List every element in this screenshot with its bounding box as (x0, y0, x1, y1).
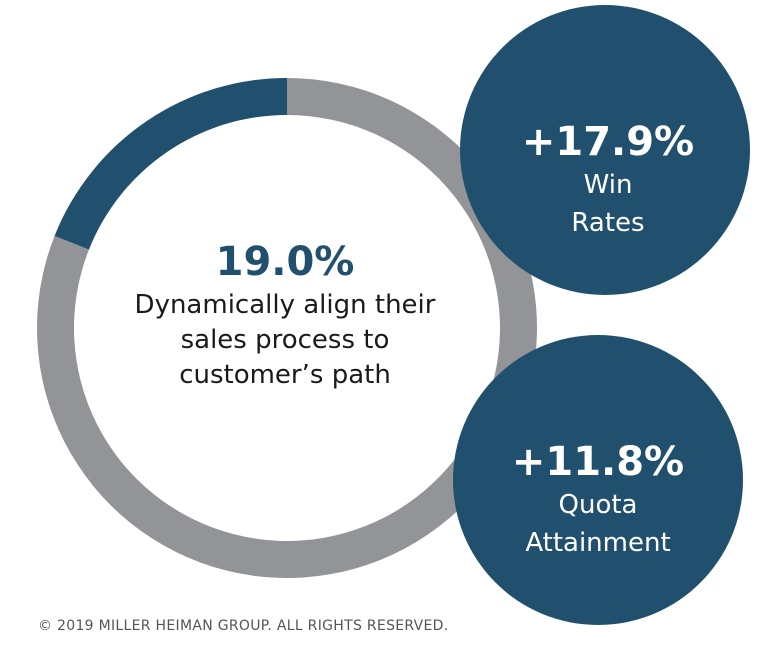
donut-center-label: 19.0% Dynamically align their sales proc… (75, 238, 495, 393)
stat-value: +17.9% (521, 119, 695, 165)
stat-label-line: Rates (571, 208, 645, 238)
donut-slice-0 (54, 78, 287, 250)
stat-circle-quota (453, 335, 743, 625)
copyright-footer: © 2019 MILLER HEIMAN GROUP. ALL RIGHTS R… (38, 618, 449, 634)
center-desc-line: sales process to (180, 325, 390, 355)
center-desc-line: Dynamically align their (134, 290, 436, 320)
stat-label-line: Win (583, 170, 633, 200)
donut-slices (36, 78, 537, 579)
stat-win-rates: +17.9% Win Rates (498, 118, 718, 242)
stat-quota-attainment: +11.8% Quota Attainment (488, 438, 708, 562)
stat-label-line: Attainment (525, 528, 671, 558)
center-percentage: 19.0% (215, 239, 355, 285)
stat-label-line: Quota (558, 490, 638, 520)
center-description: Dynamically align their sales process to… (75, 288, 495, 393)
stat-circle-win (460, 5, 750, 295)
center-desc-line: customer’s path (179, 360, 391, 390)
stat-value: +11.8% (511, 439, 685, 485)
